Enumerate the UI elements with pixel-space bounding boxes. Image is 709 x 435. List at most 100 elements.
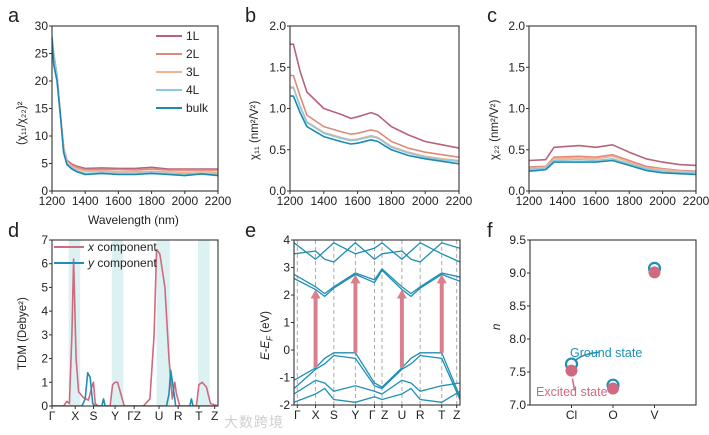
y-tick-label: 1 [41, 375, 48, 389]
series-line-y-component [52, 369, 218, 406]
legend-label: 2L [186, 47, 200, 61]
panel-label-e: e [245, 220, 257, 242]
y-tick-label: 0.5 [269, 143, 286, 157]
panel-label-c: c [487, 5, 497, 27]
series-line-x-component [52, 248, 218, 406]
panel-label-f: f [487, 220, 493, 242]
series-line-bulk [52, 36, 218, 177]
transition-arrowhead [396, 289, 407, 299]
band-line [294, 379, 460, 395]
y-axis-title-e: E-EF (eV) [260, 311, 276, 360]
shaded-band [111, 240, 124, 406]
x-tick-label: Γ [369, 408, 376, 422]
series-line-1L [529, 144, 696, 167]
y-tick-label: 4 [41, 304, 48, 318]
y-tick-label: 0.0 [269, 184, 286, 198]
y-tick-label: 1.0 [269, 102, 286, 116]
legend-label-rest: component [97, 240, 157, 254]
band-line [294, 352, 460, 398]
y-tick-label: 0 [41, 399, 48, 413]
y-tick-label: -2 [279, 398, 290, 412]
panel-label-a: a [8, 5, 20, 27]
y-axis-title-e-unit: (eV) [260, 311, 272, 336]
y-tick-label: 2.0 [269, 19, 286, 33]
x-tick-label: T [195, 409, 203, 423]
x-tick-label: R [416, 408, 425, 422]
panel-c: 1200 1400 1600 1800 2000 2200 0.0 0.5 1.0 1.5 2.0 [508, 19, 709, 208]
y-tick-label: 25 [35, 47, 49, 61]
plot-frame-a [51, 25, 219, 192]
y-tick-label: 2 [41, 352, 48, 366]
x-tick-label: U [398, 408, 407, 422]
y-tick-label: 1.0 [508, 102, 525, 116]
series-line-4L [529, 158, 696, 174]
series-line-2L [529, 153, 696, 172]
y-tick-label: 20 [35, 74, 49, 88]
shaded-band [156, 240, 170, 406]
legend-label: 4L [186, 83, 200, 97]
panel-f: Cl O V 7.0 7.5 8.0 8.5 9.0 9.5 [509, 233, 697, 422]
x-tick-label: 1400 [72, 194, 99, 208]
x-tick-label: Z [453, 408, 460, 422]
series-line-3L [290, 86, 459, 162]
series-line-bulk [529, 159, 696, 176]
y-tick-label: 30 [35, 19, 49, 33]
plot-area-e [294, 240, 460, 405]
y-axis-title-a: (χ₁₁/χ₂₂)² [16, 101, 28, 145]
x-tick-label: Y [111, 409, 119, 423]
panel-a: 1200 1400 1600 1800 2000 2200 0 5 10 15 20 25 30 1L 2L… [35, 19, 232, 208]
x-tick-label: S [89, 409, 97, 423]
y-tick-label: 3 [283, 261, 290, 275]
legend-label: 1L [186, 29, 200, 43]
y-tick-label: 7.0 [509, 398, 526, 412]
plot-frame-c [528, 25, 697, 192]
x-tick-label: 1200 [277, 194, 304, 208]
x-tick-label: Z [211, 409, 218, 423]
legend-label: y component [87, 256, 157, 270]
y-tick-label: 15 [35, 102, 49, 116]
series-line-bulk [290, 95, 459, 165]
x-tick-label: V [650, 408, 658, 422]
transition-arrowhead [310, 289, 321, 299]
x-tick-label: Z [381, 408, 388, 422]
legend-label-var: y [87, 256, 97, 270]
y-tick-label: 8.5 [509, 299, 526, 313]
band-line [294, 241, 460, 263]
x-tick-label: 1600 [105, 194, 132, 208]
band-line [294, 267, 460, 295]
x-tick-label: 2200 [683, 194, 709, 208]
x-tick-label: 2200 [446, 194, 473, 208]
series-line-3L [529, 155, 696, 173]
x-tick-label: 1200 [516, 194, 543, 208]
y-tick-label: 0.5 [508, 143, 525, 157]
plot-frame-f [529, 239, 697, 406]
plot-area-b [290, 43, 459, 165]
transition-arrowhead [350, 274, 361, 284]
y-tick-label: 0 [41, 184, 48, 198]
band-line [294, 269, 460, 298]
x-tick-label: R [174, 409, 183, 423]
y-tick-label: 10 [35, 129, 49, 143]
x-tick-label: Γ [294, 408, 301, 422]
panel-label-b: b [245, 5, 257, 27]
x-tick-label: U [155, 409, 164, 423]
panel-label-d: d [8, 220, 20, 242]
y-tick-label: 8.0 [509, 332, 526, 346]
y-tick-label: 3 [41, 328, 48, 342]
x-tick-label: 1400 [549, 194, 576, 208]
legend-label-var: x [87, 240, 97, 254]
series-line-1L [290, 43, 459, 149]
y-tick-label: 6 [41, 257, 48, 271]
x-tick-label: 1800 [138, 194, 165, 208]
y-tick-label: 7.5 [509, 365, 526, 379]
x-tick-label: 1200 [39, 194, 66, 208]
x-axis-title-a: Wavelength (nm) [88, 213, 179, 227]
y-tick-label: 5 [41, 157, 48, 171]
y-tick-label: 0 [283, 343, 290, 357]
y-axis-title-d: TDM (Debye²) [17, 297, 29, 370]
y-tick-label: 1 [283, 316, 290, 330]
x-tick-label: O [608, 408, 617, 422]
x-tick-label: 2000 [649, 194, 676, 208]
